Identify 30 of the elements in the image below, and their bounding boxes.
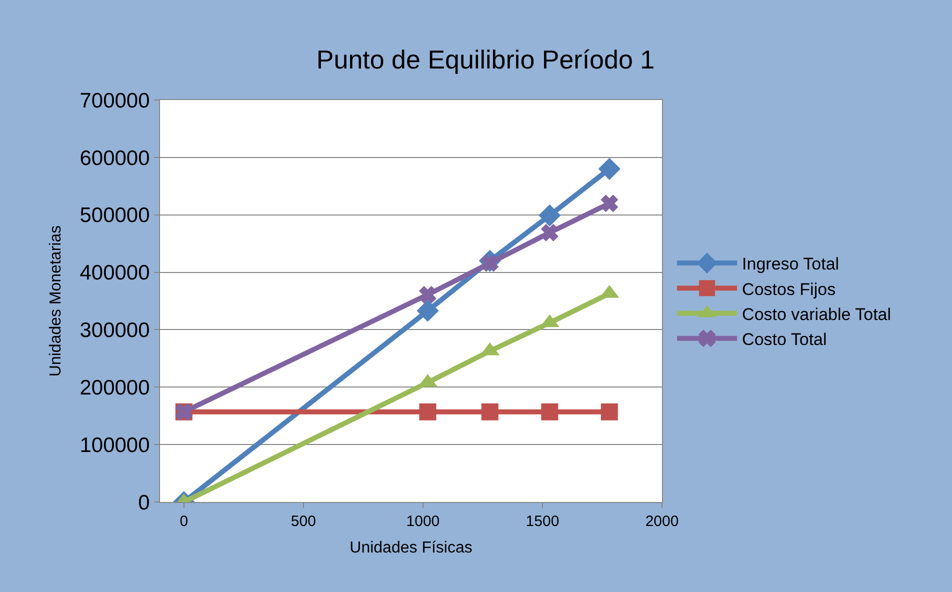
x-tick-label: 1000 bbox=[406, 513, 440, 530]
point bbox=[481, 403, 498, 420]
legend-label: Costo variable Total bbox=[742, 304, 892, 324]
chart-title: Punto de Equilibrio Período 1 bbox=[316, 44, 655, 75]
y-tick-label: 200000 bbox=[80, 376, 150, 400]
point bbox=[419, 286, 436, 304]
point bbox=[416, 300, 439, 322]
point bbox=[598, 158, 620, 180]
y-tick-label: 700000 bbox=[80, 89, 150, 112]
y-tick-label: 600000 bbox=[80, 146, 150, 170]
y-tick-label: 100000 bbox=[80, 434, 150, 457]
y-tick-label: 0 bbox=[138, 491, 150, 514]
point bbox=[600, 403, 618, 420]
point bbox=[541, 403, 558, 420]
legend-label: Costos Fijos bbox=[742, 280, 836, 299]
y-tick-label: 400000 bbox=[80, 262, 150, 285]
y-tick-label: 500000 bbox=[80, 204, 150, 228]
x-tick-label: 500 bbox=[290, 513, 316, 530]
point bbox=[419, 403, 436, 420]
point bbox=[541, 224, 558, 242]
x-tick-label: 1500 bbox=[526, 513, 560, 530]
legend-label: Ingreso Total bbox=[742, 254, 840, 274]
point bbox=[538, 204, 561, 226]
x-tick-label: 0 bbox=[180, 513, 188, 530]
legend-label: Costo Total bbox=[742, 330, 827, 349]
x-axis-title: Unidades Físicas bbox=[350, 540, 472, 557]
y-tick-label: 300000 bbox=[80, 319, 150, 342]
point bbox=[601, 195, 618, 212]
y-axis-title: Unidades Monetarias bbox=[48, 225, 65, 377]
x-tick-label: 2000 bbox=[645, 513, 679, 530]
